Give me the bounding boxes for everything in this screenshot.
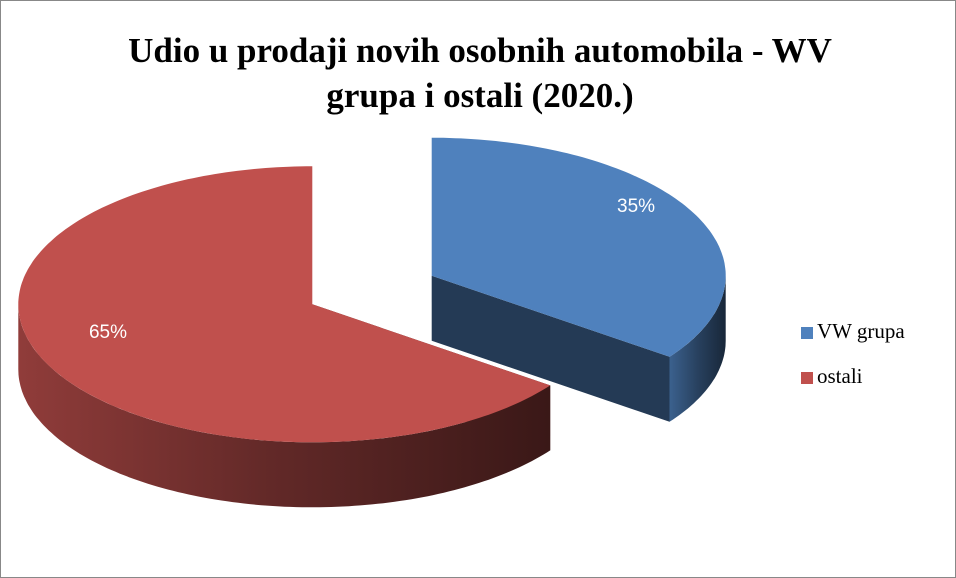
slice-rim bbox=[18, 304, 551, 508]
legend-swatch bbox=[801, 327, 813, 339]
slice-rim bbox=[669, 275, 726, 422]
chart-title: Udio u prodaji novih osobnih automobila … bbox=[128, 31, 832, 70]
slice bbox=[431, 137, 726, 357]
chart-title: grupa i ostali (2020.) bbox=[326, 76, 633, 115]
slice bbox=[18, 166, 551, 443]
legend-label: ostali bbox=[817, 364, 863, 388]
slice-side bbox=[431, 275, 670, 422]
data-label: 65% bbox=[89, 322, 127, 343]
legend-swatch bbox=[801, 372, 813, 384]
legend-label: VW grupa bbox=[817, 319, 905, 343]
data-label: 35% bbox=[617, 196, 655, 217]
